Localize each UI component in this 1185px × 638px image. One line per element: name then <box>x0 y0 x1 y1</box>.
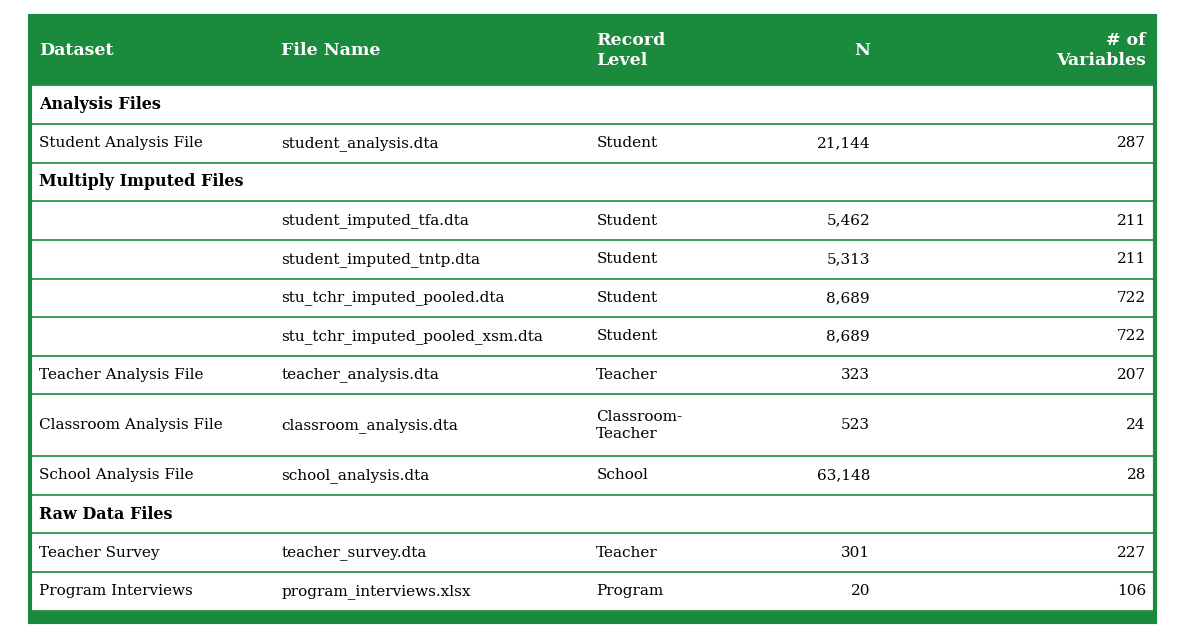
Text: teacher_survey.dta: teacher_survey.dta <box>281 545 427 560</box>
Text: 722: 722 <box>1116 329 1146 343</box>
Text: 21,144: 21,144 <box>816 137 870 151</box>
Text: Dataset: Dataset <box>39 42 114 59</box>
Text: 63,148: 63,148 <box>816 468 870 482</box>
Text: 20: 20 <box>851 584 870 598</box>
Text: classroom_analysis.dta: classroom_analysis.dta <box>281 418 459 433</box>
Text: Analysis Files: Analysis Files <box>39 96 161 114</box>
Text: Classroom Analysis File: Classroom Analysis File <box>39 419 223 432</box>
Text: 106: 106 <box>1116 584 1146 598</box>
Text: Teacher: Teacher <box>596 545 658 560</box>
Text: Multiply Imputed Files: Multiply Imputed Files <box>39 174 244 191</box>
Text: Student: Student <box>596 291 658 305</box>
Text: Student: Student <box>596 214 658 228</box>
Text: 5,313: 5,313 <box>827 252 870 266</box>
Text: Teacher: Teacher <box>596 368 658 382</box>
Text: 8,689: 8,689 <box>826 291 870 305</box>
Text: File Name: File Name <box>281 42 380 59</box>
Text: Program Interviews: Program Interviews <box>39 584 193 598</box>
Text: 211: 211 <box>1116 214 1146 228</box>
Text: 211: 211 <box>1116 252 1146 266</box>
Text: Raw Data Files: Raw Data Files <box>39 505 173 523</box>
Text: teacher_analysis.dta: teacher_analysis.dta <box>281 367 438 382</box>
Text: student_imputed_tntp.dta: student_imputed_tntp.dta <box>281 252 480 267</box>
Text: Classroom-
Teacher: Classroom- Teacher <box>596 410 683 441</box>
Text: 722: 722 <box>1116 291 1146 305</box>
Text: school_analysis.dta: school_analysis.dta <box>281 468 429 483</box>
Text: Student Analysis File: Student Analysis File <box>39 137 203 151</box>
Text: School Analysis File: School Analysis File <box>39 468 193 482</box>
Text: Program: Program <box>596 584 664 598</box>
Text: stu_tchr_imputed_pooled_xsm.dta: stu_tchr_imputed_pooled_xsm.dta <box>281 329 543 344</box>
Text: 227: 227 <box>1116 545 1146 560</box>
Text: student_analysis.dta: student_analysis.dta <box>281 136 438 151</box>
Bar <box>30 611 1155 622</box>
Text: Student: Student <box>596 329 658 343</box>
Text: School: School <box>596 468 648 482</box>
Text: 8,689: 8,689 <box>826 329 870 343</box>
Text: Student: Student <box>596 252 658 266</box>
Text: 24: 24 <box>1127 419 1146 432</box>
Text: 301: 301 <box>841 545 870 560</box>
Text: Student: Student <box>596 137 658 151</box>
Text: 5,462: 5,462 <box>826 214 870 228</box>
Text: # of
Variables: # of Variables <box>1056 32 1146 70</box>
Text: N: N <box>854 42 870 59</box>
Text: 28: 28 <box>1127 468 1146 482</box>
Text: program_interviews.xlsx: program_interviews.xlsx <box>281 584 470 598</box>
Text: 323: 323 <box>841 368 870 382</box>
Text: Record
Level: Record Level <box>596 32 666 70</box>
Bar <box>30 16 1155 85</box>
Text: 287: 287 <box>1117 137 1146 151</box>
Text: Teacher Survey: Teacher Survey <box>39 545 160 560</box>
Text: student_imputed_tfa.dta: student_imputed_tfa.dta <box>281 213 469 228</box>
Text: 523: 523 <box>841 419 870 432</box>
Text: 207: 207 <box>1116 368 1146 382</box>
Text: Teacher Analysis File: Teacher Analysis File <box>39 368 204 382</box>
Text: stu_tchr_imputed_pooled.dta: stu_tchr_imputed_pooled.dta <box>281 290 505 305</box>
